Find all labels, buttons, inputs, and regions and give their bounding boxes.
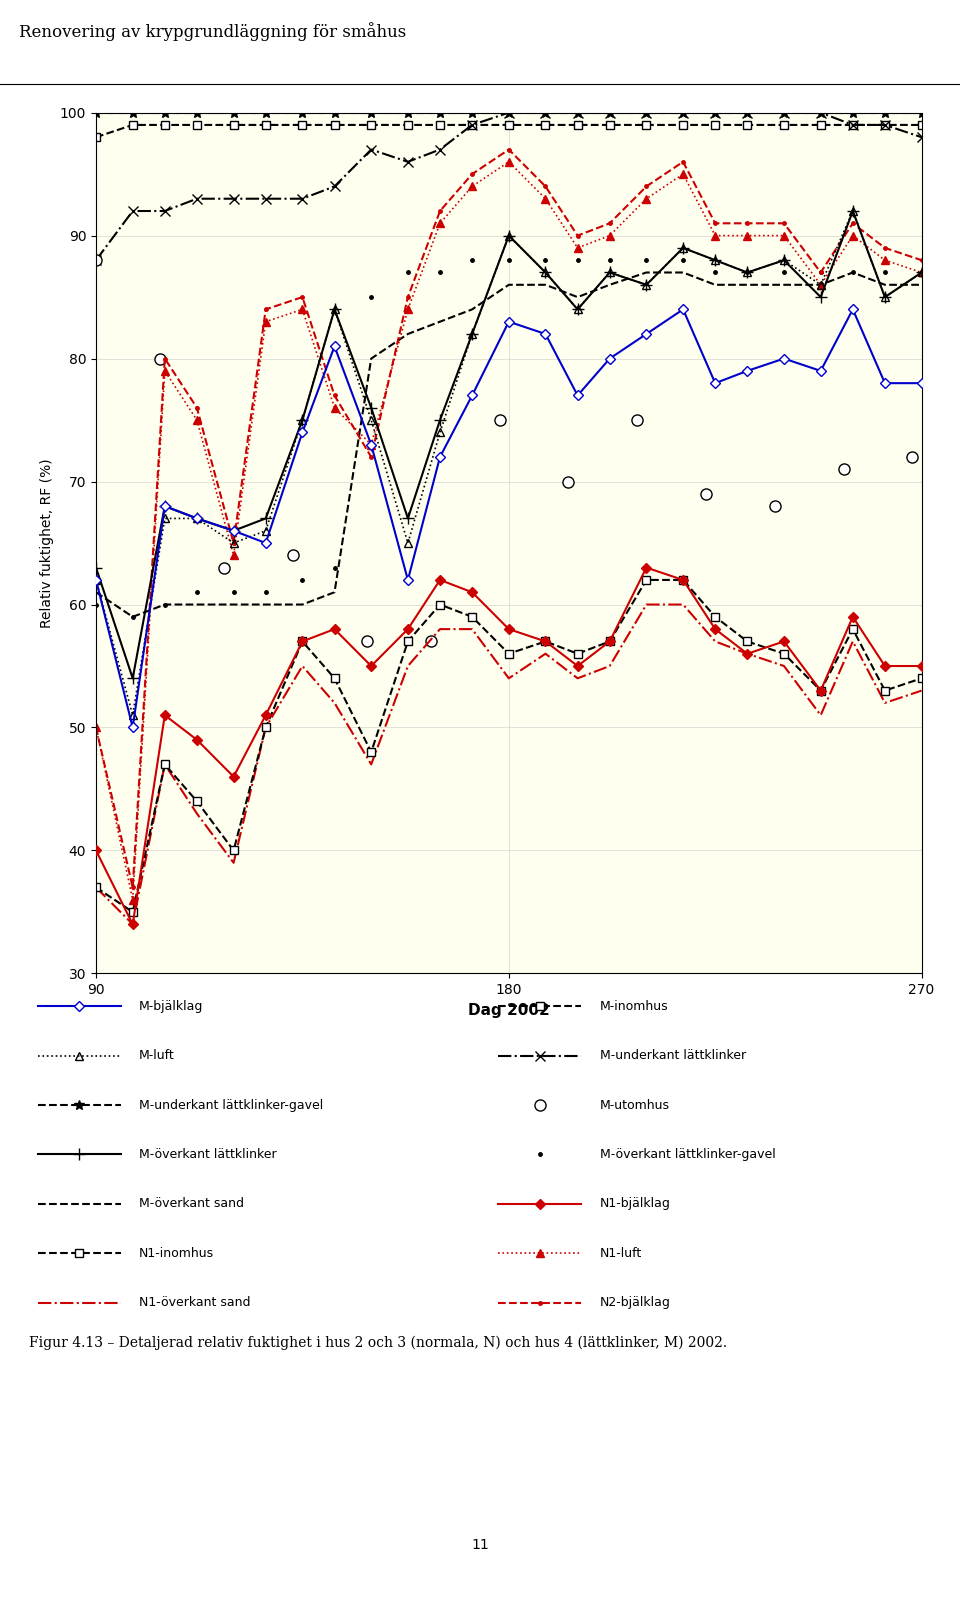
Text: N1-luft: N1-luft: [600, 1247, 642, 1260]
Text: Figur 4.13 – Detaljerad relativ fuktighet i hus 2 och 3 (normala, N) och hus 4 (: Figur 4.13 – Detaljerad relativ fuktighe…: [29, 1335, 727, 1350]
Text: N1-inomhus: N1-inomhus: [139, 1247, 214, 1260]
Text: N1-bjälklag: N1-bjälklag: [600, 1197, 671, 1210]
Text: M-underkant lättklinker: M-underkant lättklinker: [600, 1049, 746, 1062]
Text: 11: 11: [471, 1538, 489, 1551]
Text: N2-bjälklag: N2-bjälklag: [600, 1297, 671, 1310]
Text: M-underkant lättklinker-gavel: M-underkant lättklinker-gavel: [139, 1099, 324, 1112]
Text: M-överkant lättklinker-gavel: M-överkant lättklinker-gavel: [600, 1147, 776, 1162]
Y-axis label: Relativ fuktighet, RF (%): Relativ fuktighet, RF (%): [40, 459, 55, 628]
Text: M-inomhus: M-inomhus: [600, 999, 668, 1012]
X-axis label: Dag 2002: Dag 2002: [468, 1002, 550, 1018]
Text: Renovering av krypgrundläggning för småhus: Renovering av krypgrundläggning för småh…: [19, 23, 406, 42]
Text: M-överkant lättklinker: M-överkant lättklinker: [139, 1147, 276, 1162]
Text: M-luft: M-luft: [139, 1049, 175, 1062]
Text: M-utomhus: M-utomhus: [600, 1099, 670, 1112]
Text: N1-överkant sand: N1-överkant sand: [139, 1297, 251, 1310]
Text: M-bjälklag: M-bjälklag: [139, 999, 204, 1012]
Text: M-överkant sand: M-överkant sand: [139, 1197, 244, 1210]
